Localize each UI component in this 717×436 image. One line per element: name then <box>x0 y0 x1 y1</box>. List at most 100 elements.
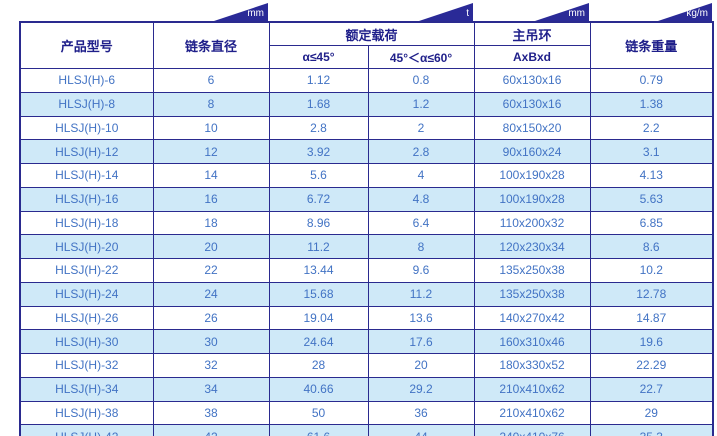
table-row: HLSJ(H)-32 32 28 20 180x330x52 22.29 <box>19 353 714 378</box>
cell-product-model: HLSJ(H)-18 <box>19 210 154 236</box>
table-row: HLSJ(H)-6 6 1.12 0.8 60x130x16 0.79 <box>19 68 714 93</box>
cell-load-alpha45: 40.66 <box>268 376 369 402</box>
cell-chain-diameter: 18 <box>152 210 270 236</box>
cell-product-model: HLSJ(H)-34 <box>19 376 154 402</box>
cell-product-model: HLSJ(H)-12 <box>19 139 154 164</box>
cell-product-model: HLSJ(H)-38 <box>19 400 154 426</box>
cell-chain-weight: 14.87 <box>589 305 714 331</box>
cell-load-alpha45: 3.92 <box>268 139 369 164</box>
cell-load-alpha60: 13.6 <box>367 305 475 331</box>
cell-ring-dimensions: 100x190x28 <box>473 186 591 212</box>
cell-chain-weight: 8.6 <box>589 234 714 259</box>
cell-load-alpha45: 28 <box>268 353 369 378</box>
cell-load-alpha45: 2.8 <box>268 115 369 141</box>
cell-load-alpha45: 6.72 <box>268 186 369 212</box>
cell-load-alpha45: 61.6 <box>268 424 369 436</box>
cell-ring-dimensions: 100x190x28 <box>473 163 591 188</box>
cell-ring-dimensions: 120x230x34 <box>473 234 591 259</box>
table-body: HLSJ(H)-6 6 1.12 0.8 60x130x16 0.79 HLSJ(H)-8 8… <box>19 68 714 436</box>
cell-load-alpha60: 9.6 <box>367 258 475 283</box>
table-row: HLSJ(H)-18 18 8.96 6.4 110x200x32 6.85 <box>19 210 714 236</box>
cell-chain-weight: 4.13 <box>589 163 714 188</box>
cell-product-model: HLSJ(H)-22 <box>19 258 154 283</box>
cell-load-alpha60: 4.8 <box>367 186 475 212</box>
cell-chain-weight: 19.6 <box>589 329 714 354</box>
unit-triangle-ring: mm <box>535 3 589 21</box>
table-row: HLSJ(H)-16 16 6.72 4.8 100x190x28 5.63 <box>19 186 714 212</box>
cell-chain-weight: 6.85 <box>589 210 714 236</box>
table-row: HLSJ(H)-12 12 3.92 2.8 90x160x24 3.1 <box>19 139 714 164</box>
cell-ring-dimensions: 140x270x42 <box>473 305 591 331</box>
table-row: HLSJ(H)-10 10 2.8 2 80x150x20 2.2 <box>19 115 714 141</box>
cell-load-alpha60: 8 <box>367 234 475 259</box>
table-row: HLSJ(H)-26 26 19.04 13.6 140x270x42 14.87 <box>19 305 714 331</box>
cell-load-alpha45: 1.68 <box>268 91 369 117</box>
cell-load-alpha45: 19.04 <box>268 305 369 331</box>
unit-label-mm: mm <box>568 8 585 19</box>
cell-chain-weight: 22.29 <box>589 353 714 378</box>
cell-load-alpha60: 1.2 <box>367 91 475 117</box>
cell-product-model: HLSJ(H)-26 <box>19 305 154 331</box>
cell-load-alpha45: 13.44 <box>268 258 369 283</box>
cell-chain-weight: 10.2 <box>589 258 714 283</box>
unit-triangle-weight: kg/m <box>658 3 712 21</box>
cell-load-alpha60: 2 <box>367 115 475 141</box>
cell-load-alpha60: 0.8 <box>367 68 475 93</box>
cell-load-alpha45: 1.12 <box>268 68 369 93</box>
cell-chain-weight: 12.78 <box>589 281 714 307</box>
cell-product-model: HLSJ(H)-32 <box>19 353 154 378</box>
cell-ring-dimensions: 160x310x46 <box>473 329 591 354</box>
cell-chain-diameter: 22 <box>152 258 270 283</box>
table-row: HLSJ(H)-14 14 5.6 4 100x190x28 4.13 <box>19 163 714 188</box>
cell-load-alpha45: 50 <box>268 400 369 426</box>
cell-chain-diameter: 34 <box>152 376 270 402</box>
cell-load-alpha45: 5.6 <box>268 163 369 188</box>
cell-load-alpha45: 8.96 <box>268 210 369 236</box>
cell-ring-dimensions: 60x130x16 <box>473 68 591 93</box>
cell-ring-dimensions: 240x410x76 <box>473 424 591 436</box>
cell-chain-diameter: 6 <box>152 68 270 93</box>
cell-load-alpha45: 11.2 <box>268 234 369 259</box>
cell-product-model: HLSJ(H)-20 <box>19 234 154 259</box>
cell-ring-dimensions: 180x330x52 <box>473 353 591 378</box>
cell-ring-dimensions: 90x160x24 <box>473 139 591 164</box>
header-rated-load: 额定载荷 <box>268 21 475 46</box>
cell-chain-diameter: 10 <box>152 115 270 141</box>
cell-ring-dimensions: 135x250x38 <box>473 258 591 283</box>
cell-chain-weight: 22.7 <box>589 376 714 402</box>
cell-load-alpha60: 11.2 <box>367 281 475 307</box>
cell-load-alpha60: 17.6 <box>367 329 475 354</box>
unit-triangle-diameter: mm <box>214 3 268 21</box>
cell-chain-weight: 1.38 <box>589 91 714 117</box>
table-row: HLSJ(H)-34 34 40.66 29.2 210x410x62 22.7 <box>19 376 714 402</box>
header-chain-diameter: 链条直径 <box>152 21 270 69</box>
cell-chain-weight: 3.1 <box>589 139 714 164</box>
cell-chain-diameter: 20 <box>152 234 270 259</box>
header-product-model: 产品型号 <box>19 21 154 69</box>
cell-ring-dimensions: 135x250x38 <box>473 281 591 307</box>
cell-ring-dimensions: 210x410x62 <box>473 376 591 402</box>
cell-chain-diameter: 14 <box>152 163 270 188</box>
cell-product-model: HLSJ(H)-16 <box>19 186 154 212</box>
cell-load-alpha60: 6.4 <box>367 210 475 236</box>
cell-load-alpha45: 24.64 <box>268 329 369 354</box>
cell-load-alpha60: 20 <box>367 353 475 378</box>
cell-chain-diameter: 32 <box>152 353 270 378</box>
cell-chain-weight: 5.63 <box>589 186 714 212</box>
header-row-2: α≤45° 45°＜α≤60° AxBxd <box>20 45 713 69</box>
header-row-1: 产品型号 链条直径 额定载荷 主吊环 链条重量 <box>19 21 714 69</box>
cell-load-alpha60: 36 <box>367 400 475 426</box>
cell-chain-diameter: 38 <box>152 400 270 426</box>
unit-triangle-load: t <box>419 3 473 21</box>
unit-label-kgm: kg/m <box>686 8 708 19</box>
header-chain-weight: 链条重量 <box>589 21 714 69</box>
cell-chain-weight: 29 <box>589 400 714 426</box>
cell-product-model: HLSJ(H)-24 <box>19 281 154 307</box>
table-row: HLSJ(H)-38 38 50 36 210x410x62 29 <box>19 400 714 426</box>
table-header: 产品型号 链条直径 额定载荷 主吊环 链条重量 α≤45° 45°＜α≤60° … <box>19 21 714 69</box>
header-load-alpha45: α≤45° <box>268 45 369 69</box>
cell-chain-diameter: 12 <box>152 139 270 164</box>
header-ring-dimensions: AxBxd <box>473 45 591 69</box>
cell-load-alpha60: 29.2 <box>367 376 475 402</box>
table-row: HLSJ(H)-30 30 24.64 17.6 160x310x46 19.6 <box>19 329 714 354</box>
